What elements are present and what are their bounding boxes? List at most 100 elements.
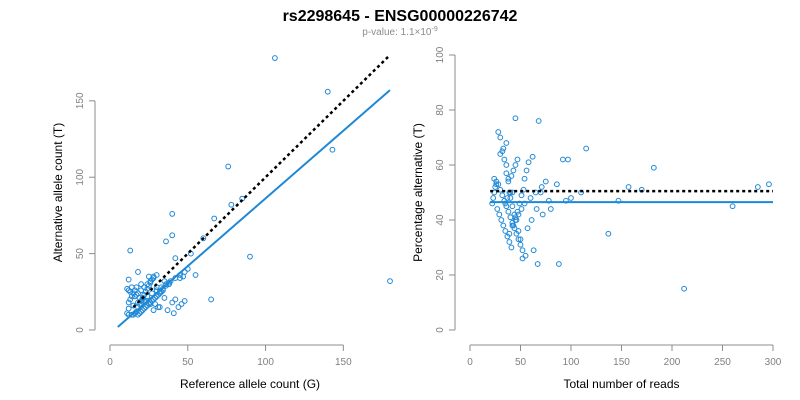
p-value-text: p-value: 1.1×10: [362, 27, 432, 38]
chart1-point: [508, 244, 515, 251]
chart0-point: [181, 298, 188, 304]
chart0-point: [192, 272, 199, 278]
chart1-point: [515, 211, 522, 218]
chart1-point: [527, 195, 534, 201]
chart0-point: [153, 272, 160, 278]
chart1-point: [507, 195, 514, 201]
chart1-point: [538, 184, 545, 190]
chart0-point: [163, 238, 169, 245]
chart1-y-axis-label: Percentage alternative (T): [411, 123, 425, 262]
chart1-point: [490, 195, 497, 201]
chart1-point: [518, 206, 525, 212]
chart0-y-tick-label: 0: [75, 327, 86, 333]
left-scatter-panel: 0 50 100 150 0 50 100 150 Reference allele count…: [51, 54, 393, 391]
chart0-point: [135, 311, 141, 318]
chart1-point: [518, 192, 525, 199]
chart1-point: [510, 167, 517, 174]
chart1-point: [495, 129, 502, 135]
chart1-point: [565, 156, 571, 163]
chart1-point: [507, 214, 514, 221]
chart1-point: [501, 156, 508, 163]
chart1-point: [521, 200, 528, 207]
chart0-x-tick-label: 50: [182, 357, 194, 368]
chart0-point: [225, 163, 232, 170]
chart0-point: [135, 269, 141, 275]
chart1-point: [615, 197, 622, 204]
chart0-point: [124, 285, 131, 292]
chart1-point: [681, 285, 688, 292]
chart0-point: [125, 287, 132, 294]
chart1-point: [500, 145, 507, 152]
chart1-point: [502, 228, 509, 234]
chart0-point: [166, 279, 173, 286]
chart1-y-tick-label: 80: [435, 104, 446, 116]
chart0-point: [172, 296, 179, 303]
right-scatter-panel: 0 50 100 150 200 250 300 0 20 40 60 80 100 Total numb…: [411, 46, 782, 391]
chart1-point: [512, 162, 519, 168]
chart1-point: [489, 200, 496, 207]
chart1-point: [605, 230, 612, 237]
chart1-point: [522, 252, 529, 259]
chart1-x-tick-label: 0: [467, 357, 473, 368]
chart1-point: [498, 217, 505, 223]
chart1-point: [514, 208, 521, 215]
chart0-point: [161, 295, 168, 301]
chart1-point: [729, 203, 736, 210]
chart1-point: [539, 211, 546, 218]
chart0-point: [139, 307, 146, 314]
chart1-point: [535, 118, 542, 124]
chart0-point: [147, 278, 154, 285]
chart0-point: [150, 275, 157, 281]
chart1-point: [530, 247, 537, 254]
chart0-point: [169, 232, 176, 239]
chart0-point: [208, 296, 215, 303]
chart1-point: [505, 208, 512, 215]
chart1-point: [547, 206, 554, 212]
chart0-point: [211, 215, 218, 222]
chart1-point: [528, 217, 535, 223]
chart1-point: [497, 134, 504, 141]
chart1-point: [534, 261, 541, 267]
chart1-point: [497, 186, 504, 193]
chart1-point: [505, 178, 512, 185]
chart1-point: [503, 203, 510, 210]
chart0-point: [138, 281, 145, 288]
chart0-point: [141, 305, 148, 312]
chart0-reference-line: [132, 54, 391, 308]
chart1-point: [560, 156, 566, 163]
chart1-point: [532, 189, 539, 196]
chart0-point: [125, 305, 132, 312]
chart0-point: [149, 298, 155, 304]
chart0-point: [150, 307, 157, 314]
chart0-point: [169, 299, 176, 306]
chart1-point: [509, 222, 516, 229]
chart1-point: [491, 189, 498, 196]
chart1-point: [509, 203, 516, 210]
chart1-point: [583, 145, 590, 152]
chart1-point: [563, 197, 569, 204]
chart0-y-tick-label: 50: [75, 248, 86, 260]
chart1-y-tick-label: 20: [435, 269, 446, 281]
chart0-point: [142, 304, 149, 310]
chart1-point: [521, 175, 528, 182]
chart1-point: [520, 186, 527, 193]
chart0-point: [170, 310, 177, 317]
chart0-point: [178, 301, 185, 307]
chart1-y-tick-label: 60: [435, 159, 446, 171]
chart1-x-axis-label: Total number of reads: [563, 377, 679, 391]
chart1-point: [519, 255, 526, 262]
chart1-point: [502, 200, 509, 207]
chart1-point: [555, 261, 562, 267]
chart1-point: [523, 167, 530, 174]
chart1-point: [512, 217, 519, 223]
chart0-point: [387, 278, 393, 285]
chart1-point: [553, 181, 560, 188]
chart0-point: [149, 276, 155, 283]
chart1-point: [754, 184, 761, 190]
chart0-point: [128, 284, 135, 291]
chart0-point: [138, 308, 145, 315]
chart1-point: [515, 236, 522, 243]
chart1-point: [506, 230, 513, 237]
